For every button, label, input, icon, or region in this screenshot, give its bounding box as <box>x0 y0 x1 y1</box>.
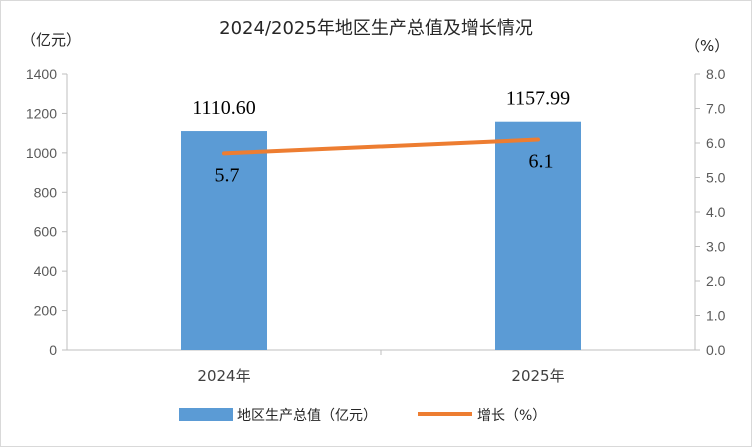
legend: 地区生产总值（亿元） 增长（%） <box>179 408 546 424</box>
y-tick-label: 1400 <box>26 66 57 82</box>
y-axis-unit-label: （亿元） <box>21 31 81 49</box>
y-tick-label: 600 <box>34 224 58 240</box>
y-tick-label: 200 <box>34 303 58 319</box>
legend-swatch-gdp <box>179 408 233 421</box>
y-tick-label: 0 <box>49 342 57 358</box>
y2-axis-unit-label: （%） <box>685 37 729 55</box>
y-tick-label: 1200 <box>26 105 57 121</box>
x-category-label: 2025年 <box>511 367 564 385</box>
y2-tick-label: 1.0 <box>706 308 726 324</box>
chart-title: 2024/2025年地区生产总值及增长情况 <box>219 18 533 39</box>
bar-series <box>181 121 581 350</box>
y2-tick-label: 7.0 <box>706 101 726 117</box>
y2-tick-label: 8.0 <box>706 66 726 82</box>
y-tick-label: 1000 <box>26 145 57 161</box>
line-series <box>222 137 540 156</box>
line-growth <box>222 137 540 156</box>
line-data-label: 6.1 <box>529 151 554 173</box>
y-tick-label: 800 <box>34 184 58 200</box>
y2-tick-label: 4.0 <box>706 204 726 220</box>
bar-gdp <box>181 131 267 350</box>
y2-tick-label: 6.0 <box>706 135 726 151</box>
y-tick-label: 400 <box>34 263 58 279</box>
y2-tick-label: 0.0 <box>706 342 726 358</box>
y2-tick-label: 2.0 <box>706 273 726 289</box>
bar-gdp <box>495 121 581 350</box>
bar-data-label: 1110.60 <box>192 97 256 119</box>
data-labels: 1110.60 1157.99 5.7 6.1 <box>192 88 570 187</box>
y2-tick-label: 3.0 <box>706 239 726 255</box>
line-data-label: 5.7 <box>215 164 240 186</box>
axes: 0 200 400 600 800 1000 1200 1400 0.0 1.0 2.0 3.0 4.0… <box>26 66 726 385</box>
legend-label-growth: 增长（%） <box>477 408 546 424</box>
bar-data-label: 1157.99 <box>506 88 570 110</box>
y2-tick-label: 5.0 <box>706 170 726 186</box>
legend-label-gdp: 地区生产总值（亿元） <box>237 408 377 424</box>
x-category-label: 2024年 <box>197 367 250 385</box>
